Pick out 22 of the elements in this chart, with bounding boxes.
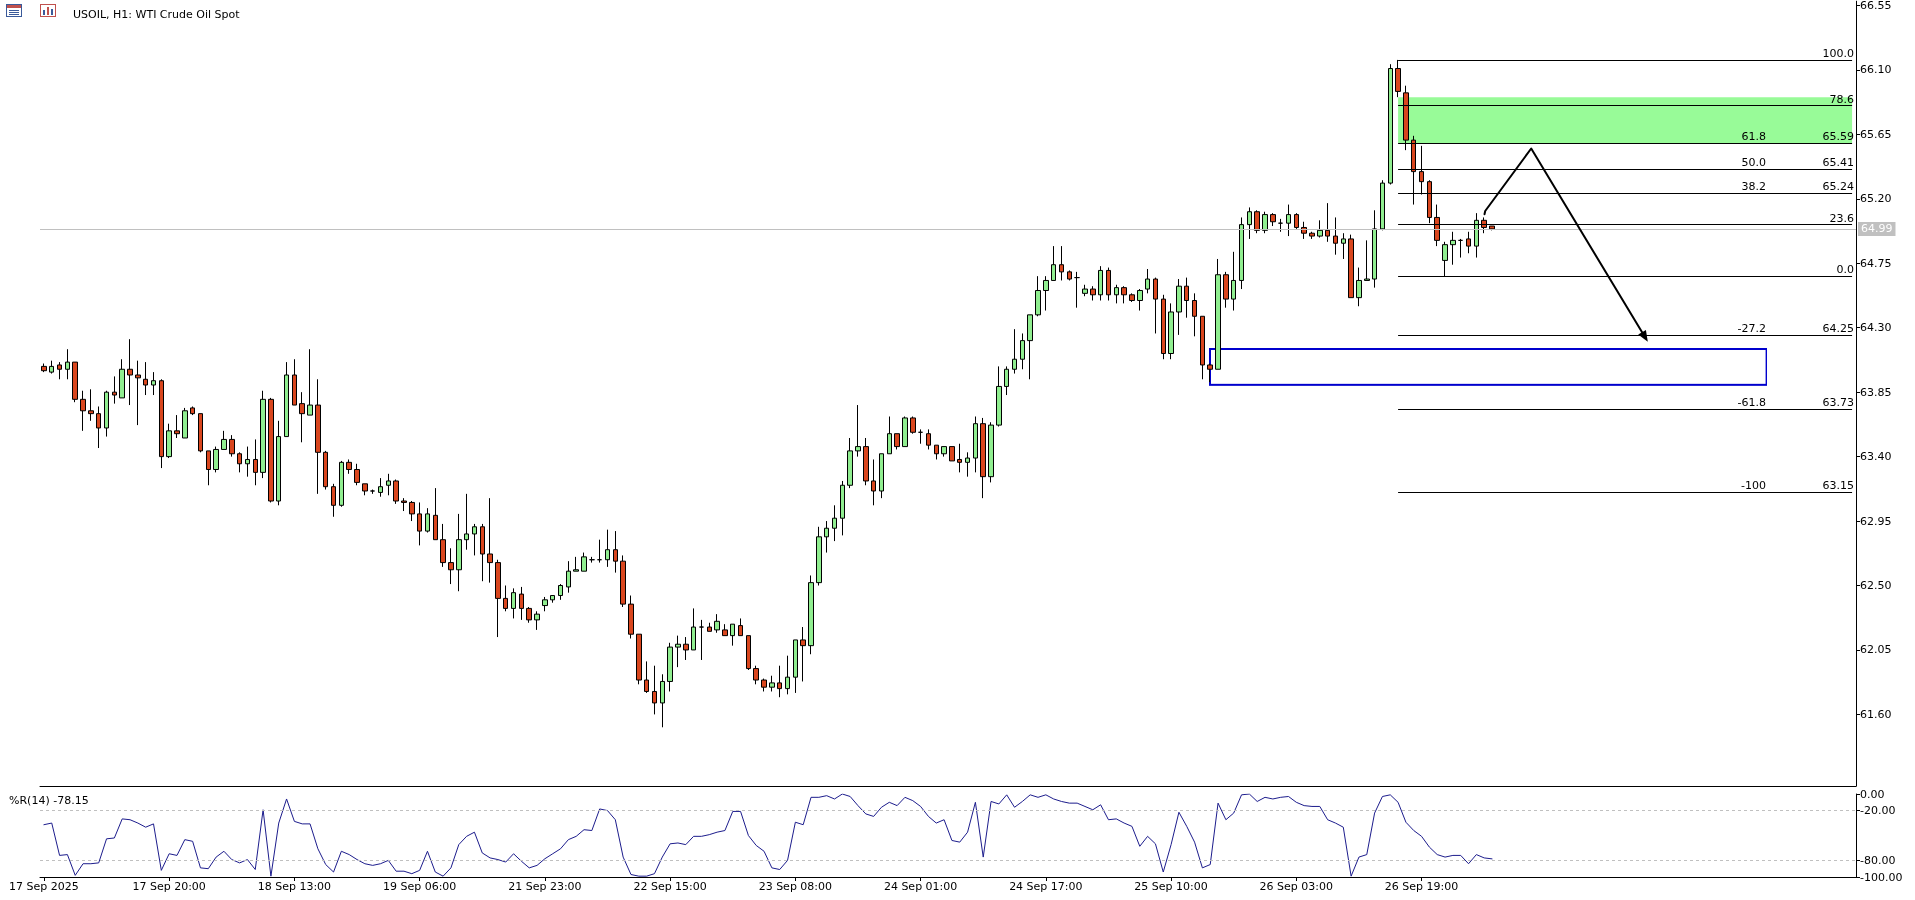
x-tick-label: 23 Sep 08:00 bbox=[758, 880, 833, 893]
x-tick-label: 22 Sep 15:00 bbox=[633, 880, 707, 893]
x-tick-label: 19 Sep 06:00 bbox=[382, 880, 457, 893]
y-tick-label: 0.00 bbox=[1860, 787, 1885, 801]
candlestick bbox=[41, 363, 47, 373]
x-tick-label: 25 Sep 10:00 bbox=[1134, 880, 1208, 893]
x-tick-label: 18 Sep 13:00 bbox=[257, 880, 332, 893]
y-tick-label: -20.00 bbox=[1860, 804, 1896, 818]
x-tick-label: 17 Sep 20:00 bbox=[132, 880, 206, 893]
x-tick-label: 21 Sep 23:00 bbox=[508, 880, 582, 893]
candlestick bbox=[57, 361, 62, 380]
y-tick-label: -80.00 bbox=[1860, 853, 1896, 867]
x-tick-label: 24 Sep 17:00 bbox=[1009, 880, 1083, 893]
x-tick-label: 26 Sep 19:00 bbox=[1384, 880, 1459, 893]
chart-title: %R(14) -78.15 bbox=[9, 794, 89, 807]
x-tick-label: 17 Sep 2025 bbox=[9, 880, 79, 893]
candlestick bbox=[65, 348, 70, 380]
y-tick-label: -100.00 bbox=[1860, 870, 1903, 884]
candlestick bbox=[49, 360, 54, 375]
x-tick-label: 26 Sep 03:00 bbox=[1259, 880, 1334, 893]
y-tick-label: 66.55 bbox=[1860, 0, 1892, 12]
x-tick-label: 24 Sep 01:00 bbox=[883, 880, 958, 893]
